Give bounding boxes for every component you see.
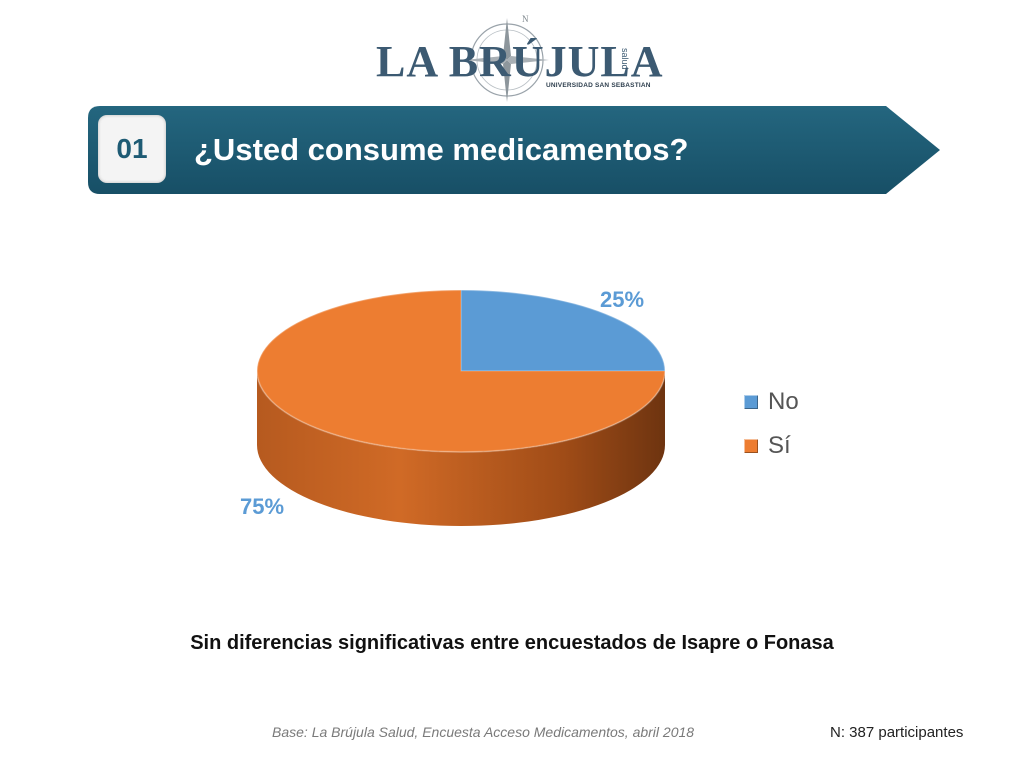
pie-slice-no <box>460 289 666 372</box>
legend-swatch-si <box>744 439 758 453</box>
data-label-no: 25% <box>600 287 645 312</box>
source-note: Base: La Brújula Salud, Encuesta Acceso … <box>272 724 695 740</box>
legend-label-si: Sí <box>768 432 791 459</box>
legend-item-no: No <box>744 380 799 424</box>
pie-side-wall <box>257 371 665 526</box>
question-number-box: 01 <box>98 115 166 183</box>
pie-slice-si <box>256 289 666 453</box>
svg-text:N: N <box>522 14 529 24</box>
chart-legend: No Sí <box>744 380 799 468</box>
question-number: 01 <box>116 133 148 164</box>
logo-wordmark: LA BRÚJULA <box>376 37 664 86</box>
legend-label-no: No <box>768 388 799 415</box>
question-banner <box>88 106 940 194</box>
legend-item-si: Sí <box>744 424 799 468</box>
sample-size: N: 387 participantes <box>830 724 964 741</box>
question-title: ¿Usted consume medicamentos? <box>194 132 689 167</box>
logo-subtitle: UNIVERSIDAD SAN SEBASTIAN <box>546 82 651 89</box>
compass-icon: N <box>465 14 549 102</box>
data-label-si: 75% <box>240 494 285 519</box>
pie-layer <box>256 289 666 526</box>
findings-note: Sin diferencias significativas entre enc… <box>190 632 834 654</box>
pie-rim <box>256 289 666 453</box>
legend-swatch-no <box>744 395 758 409</box>
brand-logo: N LA BRÚJULA salud UNIVERSIDAD SAN SEBAS… <box>372 12 664 102</box>
